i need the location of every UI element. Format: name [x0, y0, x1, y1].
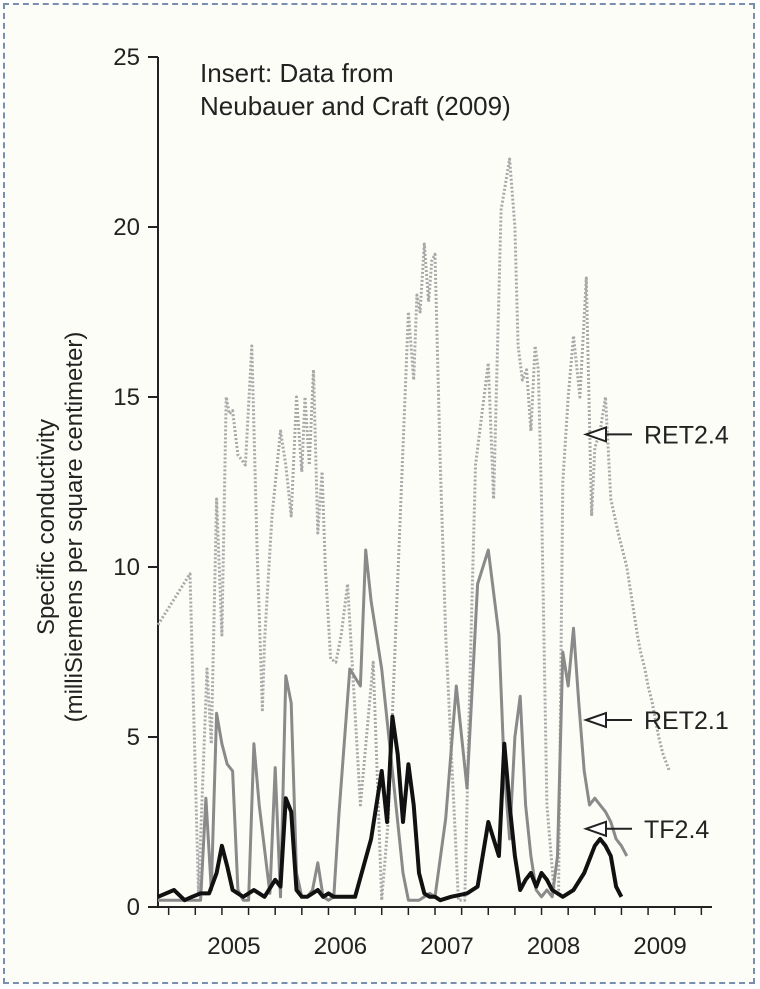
y-axis-label-line-2: (milliSiemens per square centimeter): [61, 332, 88, 723]
x-tick-label: 2009: [633, 933, 686, 960]
series-line-tf2-4: [157, 714, 624, 903]
annotation-line-2: Neubauer and Craft (2009): [200, 91, 511, 121]
y-axis-label-line-1: Specific conductivity: [33, 419, 60, 635]
x-tick-label: 2006: [314, 933, 367, 960]
series-label-text: RET2.1: [644, 707, 729, 735]
y-tick-label: 10: [113, 554, 140, 581]
series-label-arrow-head: [582, 820, 607, 838]
x-tick-label: 2008: [527, 933, 580, 960]
series-line-ret2-1: [158, 548, 629, 902]
y-tick-label: 20: [113, 214, 140, 241]
y-axis-label: Specific conductivity (milliSiemens per …: [33, 332, 88, 723]
series-labels: RET2.4 RET2.1 TF2.4: [582, 421, 729, 844]
annotation-line-1: Insert: Data from: [200, 58, 394, 88]
series-label-text: RET2.4: [644, 421, 729, 449]
x-tick-label: 2005: [207, 933, 260, 960]
plot-area: [156, 157, 671, 903]
y-tick-label: 15: [113, 384, 140, 411]
chart-annotation: Insert: Data from Neubauer and Craft (20…: [200, 58, 511, 121]
series-line-ret2-4: [156, 157, 671, 902]
series-label-text: TF2.4: [644, 816, 709, 844]
x-tick-label: 2007: [420, 933, 473, 960]
series-label-arrow-head: [582, 425, 607, 443]
y-tick-label: 5: [127, 724, 140, 751]
y-tick-label: 25: [113, 44, 140, 71]
series-label-arrow-head: [582, 711, 607, 729]
figure-frame: [3, 3, 755, 984]
y-tick-label: 0: [127, 894, 140, 921]
axes: 0 5 10 15 20 25 2005 2006 2007 2008 2009: [113, 44, 712, 960]
